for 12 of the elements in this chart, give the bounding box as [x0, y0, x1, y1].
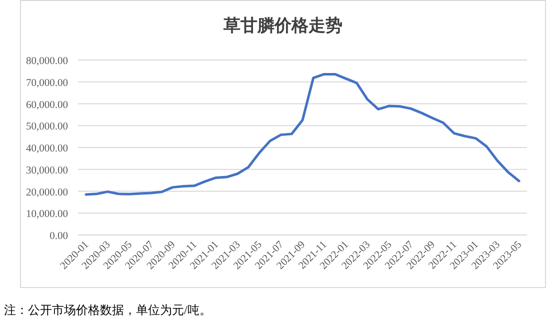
y-tick-label: 20,000.00: [26, 187, 68, 198]
y-tick-label: 40,000.00: [26, 144, 68, 154]
y-tick-label: 30,000.00: [26, 165, 68, 176]
y-tick-label: 80,000.00: [26, 56, 68, 67]
chart-title: 草甘膦价格走势: [222, 16, 342, 35]
y-tick-label: 60,000.00: [26, 100, 68, 111]
y-tick-label: 0.00: [50, 231, 68, 242]
y-tick-label: 50,000.00: [26, 122, 68, 133]
y-tick-label: 10,000.00: [26, 209, 68, 220]
text: 注：公开市场价格数据，单位为元/吨。: [4, 303, 212, 317]
line-series: [84, 72, 520, 196]
y-tick-label: 70,000.00: [26, 78, 68, 89]
